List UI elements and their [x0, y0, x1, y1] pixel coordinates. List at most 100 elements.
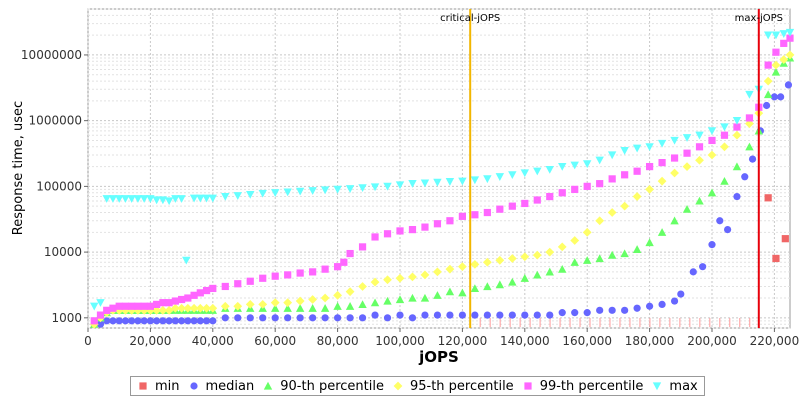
- data-point: [471, 211, 479, 219]
- data-point: [408, 225, 417, 234]
- data-point: [520, 274, 529, 282]
- data-point: [483, 208, 491, 217]
- data-point: [545, 166, 554, 174]
- data-point: [309, 268, 317, 276]
- data-point: [296, 314, 304, 322]
- marker-label: max-jOPS: [735, 13, 783, 24]
- data-point: [763, 76, 773, 86]
- data-point: [133, 195, 143, 203]
- data-point: [545, 247, 555, 257]
- series-max: [90, 28, 795, 311]
- legend-symbol-shape: [139, 382, 147, 390]
- data-point: [595, 254, 604, 263]
- data-point: [90, 317, 98, 325]
- data-point: [408, 293, 417, 302]
- x-tick-label: 160,000: [562, 334, 612, 348]
- x-tick-label: 180,000: [625, 334, 675, 348]
- data-point: [259, 314, 267, 322]
- data-point: [708, 241, 716, 249]
- data-point: [632, 144, 642, 153]
- data-point: [271, 272, 279, 280]
- data-point: [358, 184, 367, 193]
- data-point: [121, 317, 130, 325]
- data-point: [699, 263, 707, 271]
- data-point: [358, 243, 367, 251]
- data-point: [781, 235, 789, 243]
- data-point: [295, 187, 305, 196]
- data-point: [102, 195, 111, 203]
- data-point: [670, 216, 679, 225]
- data-point: [558, 189, 566, 197]
- series-median: [90, 81, 793, 328]
- data-point: [732, 130, 742, 140]
- data-point: [695, 131, 704, 140]
- data-point: [632, 192, 642, 201]
- data-point: [745, 142, 754, 151]
- data-point: [321, 265, 329, 273]
- data-point: [284, 314, 292, 322]
- data-point: [159, 317, 167, 325]
- data-point: [657, 176, 667, 186]
- data-point: [420, 293, 430, 302]
- data-point: [695, 155, 704, 165]
- data-point: [670, 168, 679, 178]
- data-point: [607, 151, 617, 160]
- data-point: [595, 156, 604, 165]
- data-point: [445, 287, 455, 296]
- data-point: [745, 114, 754, 122]
- marker-label: critical-jOPS: [440, 13, 500, 24]
- data-point: [190, 317, 198, 325]
- data-point: [140, 302, 148, 310]
- data-point: [720, 131, 729, 139]
- data-point: [763, 31, 773, 40]
- data-point: [221, 282, 229, 291]
- data-point: [570, 258, 579, 266]
- data-point: [521, 311, 529, 319]
- data-point: [270, 298, 280, 308]
- data-point: [583, 182, 591, 190]
- data-point: [657, 228, 667, 236]
- data-point: [171, 297, 179, 305]
- data-point: [370, 298, 380, 307]
- legend-symbol-shape: [393, 381, 403, 391]
- data-point: [334, 314, 342, 322]
- series-99-th-percentile: [90, 34, 794, 325]
- data-point: [408, 180, 417, 188]
- data-point: [733, 192, 741, 201]
- data-point: [764, 61, 772, 69]
- data-point: [458, 262, 467, 272]
- legend-item: median: [188, 379, 254, 394]
- data-point: [121, 305, 130, 315]
- data-point: [708, 136, 716, 145]
- data-point: [583, 160, 592, 169]
- data-point: [196, 317, 204, 325]
- data-point: [184, 317, 192, 325]
- data-point: [146, 302, 154, 310]
- data-point: [283, 188, 292, 197]
- data-point: [189, 194, 199, 203]
- data-point: [221, 192, 230, 201]
- data-point: [483, 175, 492, 184]
- data-point: [321, 314, 329, 322]
- data-point: [245, 300, 255, 309]
- data-point: [383, 275, 392, 285]
- data-point: [159, 299, 167, 307]
- data-point: [558, 264, 567, 273]
- data-point: [358, 300, 367, 309]
- y-tick-label: 1000000: [29, 114, 82, 128]
- data-point: [164, 305, 174, 315]
- data-point: [103, 317, 111, 325]
- data-point: [370, 183, 380, 192]
- data-point: [234, 314, 242, 322]
- legend-symbol: [524, 382, 532, 390]
- x-tick-label: 0: [84, 334, 92, 348]
- data-point: [583, 256, 592, 264]
- data-point: [520, 169, 529, 178]
- data-point: [682, 134, 692, 142]
- data-point: [383, 314, 392, 322]
- data-point: [121, 302, 130, 310]
- data-point: [533, 311, 541, 319]
- data-point: [445, 264, 455, 274]
- data-point: [784, 81, 793, 89]
- data-point: [420, 270, 430, 280]
